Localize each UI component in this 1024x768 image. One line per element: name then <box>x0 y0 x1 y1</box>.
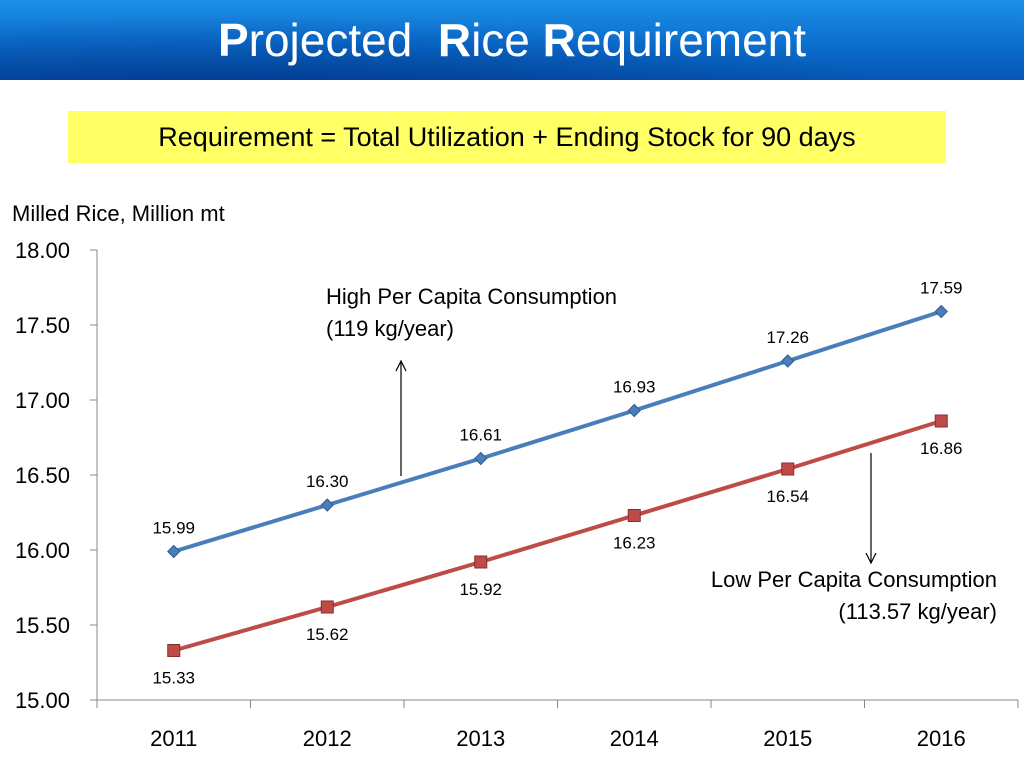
chart-series: 15.99 16.30 16.61 16.93 17.26 17.59 15.33 15.62… <box>152 279 962 688</box>
data-point <box>474 555 488 569</box>
data-label: 16.93 <box>613 378 656 397</box>
y-tick-label: 17.50 <box>15 313 70 338</box>
slide-title: Projected Rice Requirement <box>0 8 1024 72</box>
title-part: equirement <box>575 14 807 66</box>
x-tick-label: 2012 <box>303 726 352 751</box>
y-tick-label: 16.50 <box>15 463 70 488</box>
y-tick-label: 15.50 <box>15 613 70 638</box>
data-point <box>167 544 181 559</box>
y-tick-label: 17.00 <box>15 388 70 413</box>
title-part: R <box>437 14 472 66</box>
title-bar <box>0 0 1024 80</box>
data-point <box>474 451 488 466</box>
data-point <box>781 462 795 476</box>
data-label: 16.23 <box>613 534 656 553</box>
y-tick-label: 16.00 <box>15 538 70 563</box>
title-part: ice <box>471 14 543 66</box>
formula-box: Requirement = Total Utilization + Ending… <box>68 111 946 163</box>
title-part: rojected <box>248 14 438 66</box>
data-label: 16.30 <box>306 472 349 491</box>
data-point <box>320 600 334 614</box>
y-tick-label: 18.00 <box>15 238 70 263</box>
chart-annotations: High Per Capita Consumption (119 kg/year)… <box>326 284 997 624</box>
chart-axes: 15.00 15.50 16.00 16.50 17.00 17.50 18.00 2011 2… <box>15 238 1019 751</box>
data-label: 17.26 <box>766 328 809 347</box>
data-label: 16.61 <box>459 426 502 445</box>
data-label: 16.86 <box>920 439 963 458</box>
x-tick-label: 2015 <box>763 726 812 751</box>
arrow-down-icon <box>865 552 877 565</box>
annotation-text: Low Per Capita Consumption <box>711 567 997 592</box>
data-label: 16.54 <box>766 487 809 506</box>
data-label: 15.99 <box>152 519 195 538</box>
series-line <box>173 419 942 653</box>
data-point <box>167 644 181 657</box>
data-point <box>320 498 334 512</box>
x-tick-label: 2016 <box>917 726 966 751</box>
data-label: 17.59 <box>920 279 963 298</box>
title-part: R <box>542 14 576 66</box>
data-label: 15.62 <box>306 625 349 644</box>
annotation-text: (119 kg/year) <box>326 316 454 341</box>
data-point <box>781 354 795 368</box>
x-tick-label: 2014 <box>610 726 659 751</box>
data-label: 15.33 <box>152 669 195 688</box>
annotation-text: (113.57 kg/year) <box>838 599 997 624</box>
series-line <box>173 309 942 554</box>
arrow-up-icon <box>395 359 407 372</box>
data-point <box>934 304 948 319</box>
y-axis-label: Milled Rice, Million mt <box>12 201 225 226</box>
x-tick-label: 2013 <box>456 726 505 751</box>
data-label: 15.92 <box>459 580 502 599</box>
data-point <box>627 403 641 418</box>
data-point <box>934 414 948 428</box>
x-tick-label: 2011 <box>150 726 197 751</box>
title-part: P <box>217 14 249 66</box>
data-point <box>627 509 641 522</box>
y-tick-label: 15.00 <box>15 688 70 713</box>
annotation-text: High Per Capita Consumption <box>326 284 617 309</box>
